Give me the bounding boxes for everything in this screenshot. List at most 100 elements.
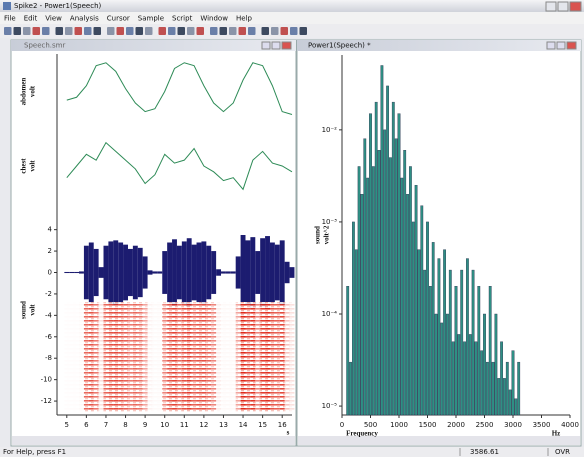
toolbar-button[interactable] (135, 27, 144, 35)
x-tick-label: 2500 (476, 421, 494, 429)
scrollbar[interactable] (298, 436, 580, 445)
toolbar-button[interactable] (168, 27, 176, 35)
menu-item[interactable]: Analysis (70, 15, 99, 23)
waveform-sample (137, 247, 143, 298)
bar (517, 361, 521, 416)
toolbar-button[interactable] (126, 27, 134, 35)
x-tick-label: 500 (364, 421, 377, 429)
maximize-button[interactable] (271, 41, 281, 50)
toolbar-button[interactable] (299, 27, 308, 35)
toolbar-button[interactable] (261, 27, 270, 35)
bar (360, 194, 364, 416)
bar (491, 361, 495, 416)
spectrogram-column (191, 302, 197, 412)
waveform-sample (289, 267, 295, 278)
spectrogram-column (211, 302, 217, 412)
scrollbar[interactable] (12, 436, 295, 445)
toolbar-button[interactable] (93, 27, 102, 35)
spectrogram-column (181, 302, 187, 412)
maximize-button[interactable] (557, 1, 569, 12)
status-text: 3586.61 (470, 448, 499, 456)
channel-name: abdomen (20, 78, 28, 106)
bar (494, 313, 498, 416)
toolbar-button[interactable] (158, 27, 167, 35)
minimize-button[interactable] (261, 41, 271, 50)
toolbar-button[interactable] (177, 27, 186, 35)
toolbar-button[interactable] (107, 27, 115, 35)
bar (369, 113, 372, 416)
menu-item[interactable]: File (4, 15, 16, 23)
toolbar-button[interactable] (248, 27, 256, 35)
toolbar-button[interactable] (229, 27, 237, 35)
spectrogram-column (162, 302, 168, 412)
bar (406, 194, 409, 416)
toolbar-button[interactable] (280, 27, 289, 35)
menu-item[interactable]: Script (172, 15, 193, 23)
toolbar-button[interactable] (23, 27, 31, 35)
waveform-sample (118, 242, 124, 303)
toolbar-button[interactable] (65, 27, 73, 35)
bar (511, 350, 515, 416)
waveform-sample (93, 248, 99, 297)
toolbar-button[interactable] (145, 27, 153, 35)
x-tick-label: 9 (143, 421, 147, 429)
waveform-sample (265, 236, 270, 309)
menu-item[interactable]: Window (200, 15, 228, 23)
bar (426, 221, 429, 416)
minimize-button[interactable] (545, 1, 557, 12)
y-tick-label: -10 (41, 376, 52, 384)
y-tick-label: -12 (41, 397, 52, 405)
menu-item[interactable]: View (45, 15, 62, 23)
y-tick-label: 4 (48, 226, 53, 234)
spectrogram-column (196, 302, 202, 412)
spectrogram-column (260, 302, 266, 412)
close-button[interactable] (281, 41, 292, 50)
close-button[interactable] (569, 1, 582, 12)
toolbar-button[interactable] (4, 27, 12, 35)
menu-item[interactable]: Cursor (107, 15, 130, 23)
toolbar-button[interactable] (32, 27, 41, 35)
waveform-sample (127, 248, 133, 297)
toolbar-button[interactable] (210, 27, 218, 35)
spectrogram-column (157, 302, 162, 412)
bar (371, 166, 375, 416)
bar (380, 65, 384, 416)
x-tick-label: 2000 (447, 421, 465, 429)
bar (503, 378, 506, 416)
x-tick-label: 14 (239, 421, 248, 429)
toolbar-button[interactable] (290, 27, 298, 35)
bar (483, 313, 486, 416)
x-axis-unit: Hz (552, 430, 561, 438)
toolbar-button[interactable] (13, 27, 22, 35)
waveform-sample (172, 239, 177, 306)
close-button[interactable] (566, 41, 577, 50)
toolbar-button[interactable] (74, 27, 83, 35)
x-tick-label: 12 (199, 421, 208, 429)
toolbar-button[interactable] (196, 27, 205, 35)
bar (485, 361, 489, 416)
menu-item[interactable]: Help (236, 15, 253, 23)
waveform-sample (230, 271, 236, 274)
channel-unit: volt (29, 85, 37, 97)
bar (420, 205, 424, 416)
toolbar-button[interactable] (116, 27, 125, 35)
maximize-button[interactable] (556, 41, 566, 50)
waveform-sample (69, 271, 75, 274)
waveform-sample (79, 271, 84, 274)
toolbar-button[interactable] (84, 27, 92, 35)
toolbar-button[interactable] (219, 27, 228, 35)
menu-item[interactable]: Edit (24, 15, 38, 23)
menu-item[interactable]: Sample (138, 15, 164, 23)
window-title-bar (297, 40, 581, 51)
toolbar-button[interactable] (55, 27, 64, 35)
toolbar-button[interactable] (42, 27, 50, 35)
toolbar-button[interactable] (238, 27, 247, 35)
minimize-button[interactable] (546, 41, 556, 50)
toolbar-button[interactable] (271, 27, 279, 35)
toolbar-button[interactable] (187, 27, 195, 35)
bar (377, 150, 381, 416)
y-tick-label: -8 (45, 354, 52, 362)
spectrogram-column (201, 302, 207, 412)
x-tick-label: 10 (160, 421, 169, 429)
